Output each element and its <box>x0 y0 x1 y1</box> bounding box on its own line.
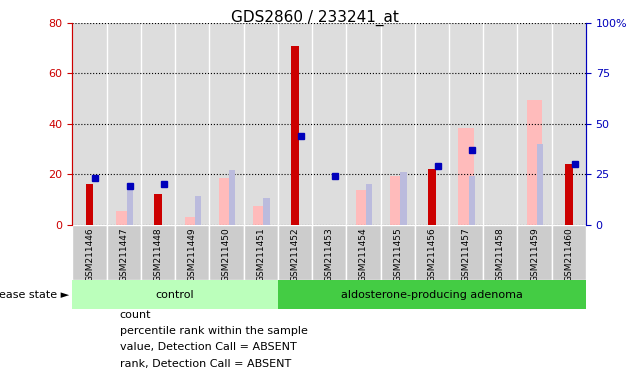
Text: GSM211449: GSM211449 <box>188 227 197 282</box>
Text: count: count <box>120 310 151 320</box>
Bar <box>459 128 474 225</box>
Bar <box>401 172 406 225</box>
Text: rank, Detection Call = ABSENT: rank, Detection Call = ABSENT <box>120 359 291 369</box>
Text: control: control <box>156 290 195 300</box>
Bar <box>229 170 236 225</box>
Text: GSM211452: GSM211452 <box>290 227 299 282</box>
Bar <box>263 199 270 225</box>
Text: GSM211448: GSM211448 <box>154 227 163 282</box>
Bar <box>312 225 347 280</box>
Bar <box>209 225 244 280</box>
Bar <box>175 225 209 280</box>
Text: GSM211460: GSM211460 <box>564 227 573 282</box>
Text: GSM211458: GSM211458 <box>496 227 505 282</box>
Bar <box>127 189 133 225</box>
Bar <box>346 225 381 280</box>
Text: GSM211454: GSM211454 <box>359 227 368 282</box>
Bar <box>291 46 299 225</box>
Text: GDS2860 / 233241_at: GDS2860 / 233241_at <box>231 10 399 26</box>
Bar <box>253 207 268 225</box>
Bar <box>517 225 552 280</box>
Text: value, Detection Call = ABSENT: value, Detection Call = ABSENT <box>120 342 297 352</box>
Text: aldosterone-producing adenoma: aldosterone-producing adenoma <box>341 290 523 300</box>
Bar <box>86 184 93 225</box>
Bar <box>381 225 415 280</box>
Bar <box>356 190 371 225</box>
Bar <box>552 225 586 280</box>
Text: GSM211456: GSM211456 <box>427 227 437 282</box>
Bar <box>537 144 544 225</box>
Bar <box>278 280 586 309</box>
Bar <box>428 169 435 225</box>
Text: GSM211459: GSM211459 <box>530 227 539 282</box>
Text: GSM211457: GSM211457 <box>462 227 471 282</box>
Bar <box>390 176 405 225</box>
Bar <box>469 176 475 225</box>
Text: GSM211450: GSM211450 <box>222 227 231 282</box>
Bar <box>415 225 449 280</box>
Bar <box>565 164 573 225</box>
Bar <box>449 225 483 280</box>
Bar <box>483 225 517 280</box>
Bar <box>366 184 372 225</box>
Bar <box>278 225 312 280</box>
Text: GSM211446: GSM211446 <box>85 227 94 282</box>
Text: GSM211447: GSM211447 <box>119 227 129 282</box>
Text: GSM211451: GSM211451 <box>256 227 265 282</box>
Bar <box>219 178 234 225</box>
Text: percentile rank within the sample: percentile rank within the sample <box>120 326 307 336</box>
Bar <box>154 194 162 225</box>
Bar <box>244 225 278 280</box>
Bar <box>106 225 141 280</box>
Bar <box>195 197 201 225</box>
Bar <box>141 225 175 280</box>
Bar <box>116 210 132 225</box>
Text: disease state ►: disease state ► <box>0 290 69 300</box>
Bar <box>72 225 106 280</box>
Text: GSM211453: GSM211453 <box>324 227 334 282</box>
Bar <box>72 280 278 309</box>
Text: GSM211455: GSM211455 <box>393 227 402 282</box>
Bar <box>527 100 542 225</box>
Bar <box>185 217 200 225</box>
